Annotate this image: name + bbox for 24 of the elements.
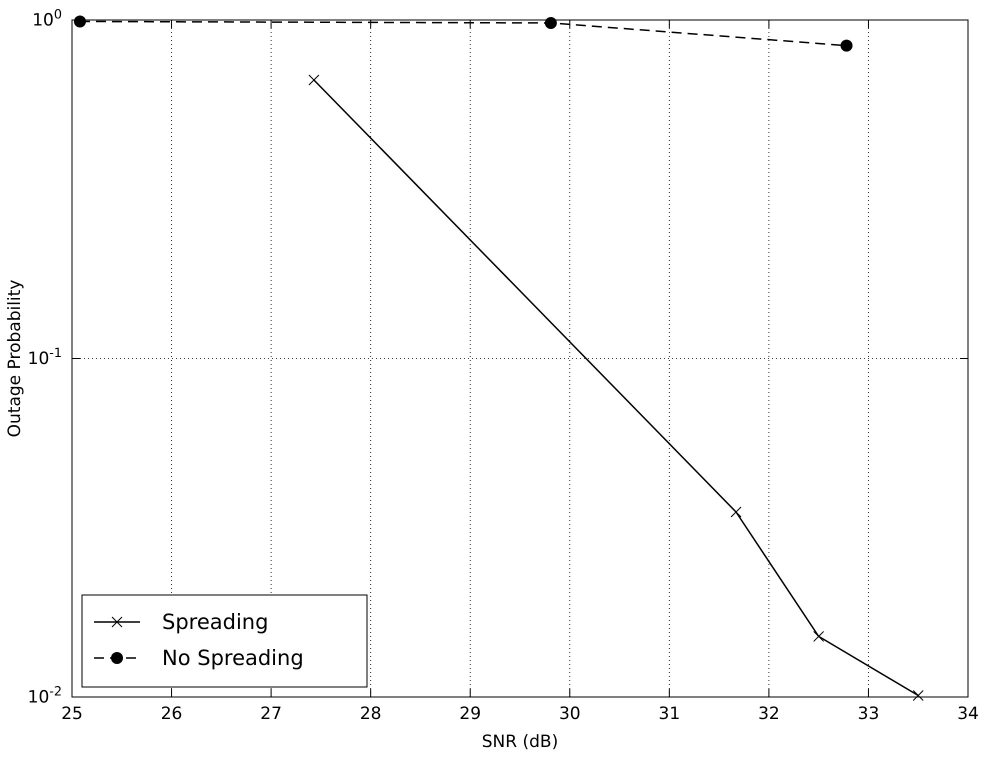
point [308, 74, 320, 86]
x-tick-label: 32 [758, 704, 780, 724]
x-axis-title: SNR (dB) [482, 732, 558, 752]
point [840, 40, 853, 52]
x-tick-label: 27 [260, 704, 282, 724]
legend-label: No Spreading [162, 646, 304, 670]
x-tick-label: 31 [658, 704, 680, 724]
x-tick-label: 29 [459, 704, 482, 724]
x-tick-label: 34 [957, 704, 979, 724]
y-axis-title: Outage Probability [5, 280, 25, 438]
point [912, 690, 924, 702]
point [813, 630, 824, 642]
point [730, 506, 742, 518]
y-tick-label: 10$^{-2}$ [28, 684, 62, 708]
x-tick-label: 30 [558, 704, 581, 724]
y-tick-label: 10$^{0}$ [32, 6, 62, 30]
point [74, 15, 86, 28]
point [544, 16, 557, 29]
x-tick-label: 26 [160, 704, 182, 724]
x-tick-label: 33 [858, 704, 880, 724]
x-tick-label: 28 [360, 704, 382, 724]
legend-label: Spreading [162, 610, 268, 634]
y-tick-label: 10$^{-1}$ [28, 345, 62, 369]
x-tick-label: 25 [61, 704, 83, 724]
